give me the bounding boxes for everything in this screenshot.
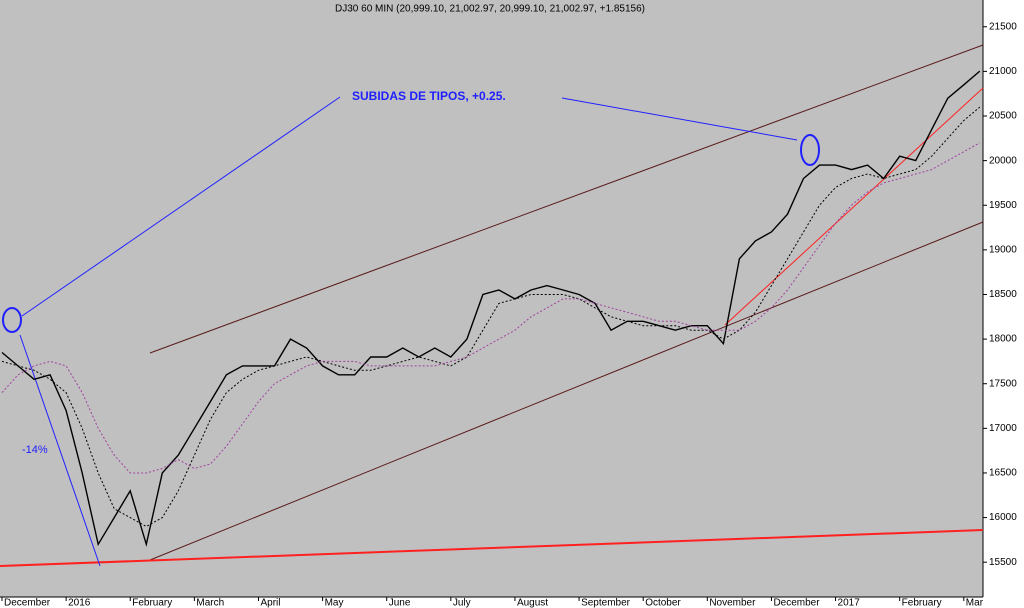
y-tick-label: 16000 — [989, 512, 1017, 523]
x-tick-label: 2017 — [838, 598, 861, 608]
x-tick-label: November — [709, 598, 756, 608]
price-line — [1, 70, 981, 548]
pointer-line — [21, 96, 341, 317]
axis-panel — [983, 0, 1024, 608]
y-tick-label: 16500 — [989, 468, 1017, 479]
drop-line — [19, 334, 101, 567]
price-line — [1, 106, 981, 528]
trend-line — [724, 87, 984, 326]
y-tick-label: 18000 — [989, 334, 1017, 345]
highlight-circle — [2, 307, 22, 333]
x-tick-label: April — [260, 598, 280, 608]
price-line — [1, 142, 981, 474]
x-tick-label: December — [773, 598, 820, 608]
y-tick-label: 15500 — [989, 557, 1017, 568]
y-tick-label: 20000 — [989, 155, 1017, 166]
annotation: SUBIDAS DE TIPOS, +0.25. — [352, 89, 506, 103]
annotation: -14% — [22, 444, 48, 456]
channel-lower — [149, 221, 984, 561]
x-tick-label: 2016 — [68, 598, 91, 608]
x-tick-label: October — [645, 598, 681, 608]
pointer-line — [561, 97, 798, 141]
x-tick-label: July — [453, 598, 471, 608]
y-tick-label: 21000 — [989, 66, 1017, 77]
support-line — [0, 529, 984, 567]
y-tick-label: 17500 — [989, 378, 1017, 389]
x-tick-label: February — [902, 598, 942, 608]
x-tick-label: December — [4, 598, 51, 608]
chart-title: DJ30 60 MIN (20,999.10, 21,002.97, 20,99… — [335, 4, 645, 15]
channel-upper — [149, 44, 984, 354]
x-tick-label: August — [517, 598, 548, 608]
y-tick-label: 17000 — [989, 423, 1017, 434]
highlight-circle — [800, 134, 820, 166]
x-tick-label: May — [325, 598, 344, 608]
plot-background — [0, 0, 983, 597]
x-tick-label: September — [581, 598, 631, 608]
y-tick-label: 18500 — [989, 289, 1017, 300]
x-tick-label: March — [196, 598, 224, 608]
x-tick-label: June — [389, 598, 411, 608]
y-tick-label: 19500 — [989, 200, 1017, 211]
y-tick-label: 21500 — [989, 21, 1017, 32]
x-tick-label: Mar — [966, 598, 984, 608]
y-tick-label: 19000 — [989, 245, 1017, 256]
x-tick-label: February — [132, 598, 172, 608]
y-tick-label: 20500 — [989, 111, 1017, 122]
